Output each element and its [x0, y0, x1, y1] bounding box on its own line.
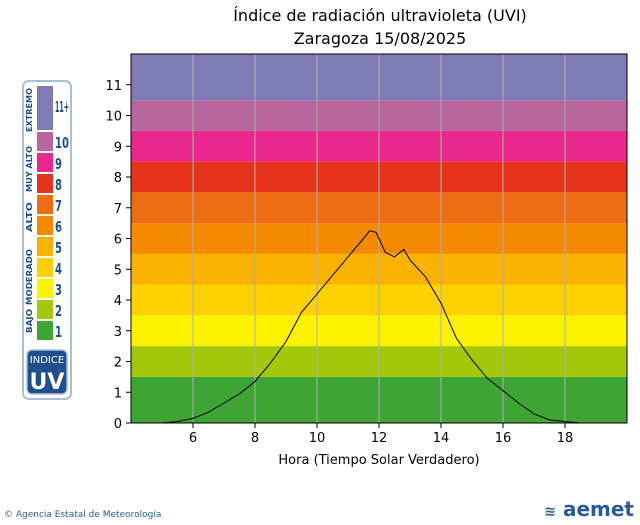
legend-categories: BAJO MODERADO ALTO MUY ALTO EXTREMO [25, 88, 34, 333]
y-tick-label-7: 7 [114, 202, 122, 217]
legend-level-7: 7 [55, 197, 62, 215]
legend-swatch-6 [37, 216, 53, 235]
chart-title: Índice de radiación ultravioleta (UVI) [233, 6, 527, 25]
aemet-logo-icon: ≋ [544, 504, 556, 520]
grid-lines [192, 54, 566, 423]
x-tick-label-6: 6 [189, 431, 197, 446]
x-axis: 6 8 10 12 14 16 18 [189, 423, 573, 446]
y-tick-label-11: 11 [105, 79, 122, 94]
y-tick-label-4: 4 [114, 294, 122, 309]
legend-level-10: 10 [55, 134, 69, 152]
legend-swatches: 1 2 3 4 5 6 7 8 9 10 11+ [37, 86, 69, 341]
legend-level-8: 8 [55, 176, 62, 194]
y-tick-label-0: 0 [114, 417, 122, 432]
y-tick-label-8: 8 [114, 171, 122, 186]
uv-badge-title: INDICE [30, 355, 64, 366]
legend-category-3: MUY ALTO [25, 146, 34, 192]
legend-swatch-9 [37, 153, 53, 172]
footer-agency: © Agencia Estatal de Meteorología [4, 510, 161, 520]
legend-swatch-11+ [37, 86, 53, 130]
legend-swatch-4 [37, 258, 53, 277]
legend-category-4: EXTREMO [25, 88, 34, 132]
y-tick-label-2: 2 [114, 356, 122, 371]
legend-level-9: 9 [55, 155, 62, 173]
legend-level-11+: 11+ [55, 98, 69, 116]
x-tick-label-12: 12 [371, 431, 388, 446]
legend-level-4: 4 [55, 260, 62, 278]
agency-name: Agencia Estatal de Meteorología [15, 510, 162, 520]
legend-level-2: 2 [55, 302, 62, 320]
x-tick-label-8: 8 [251, 431, 259, 446]
legend-category-0: BAJO [25, 309, 34, 333]
legend-swatch-5 [37, 237, 53, 256]
legend-swatch-10 [37, 132, 53, 151]
y-tick-label-9: 9 [114, 140, 122, 155]
legend-swatch-3 [37, 279, 53, 298]
legend-swatch-7 [37, 195, 53, 214]
x-tick-label-18: 18 [557, 431, 574, 446]
legend-category-2: ALTO [25, 202, 34, 232]
y-tick-label-6: 6 [114, 233, 122, 248]
legend-swatch-1 [37, 321, 53, 340]
uv-scale-legend: 1 2 3 4 5 6 7 8 9 10 11+ BAJO MODERADO ALTO MUY ALTO E… [22, 80, 72, 400]
x-tick-label-14: 14 [433, 431, 450, 446]
legend-category-1: MODERADO [25, 249, 34, 305]
legend-swatch-2 [37, 300, 53, 319]
y-tick-label-1: 1 [114, 386, 122, 401]
x-tick-label-10: 10 [309, 431, 326, 446]
uv-badge [26, 349, 68, 395]
legend-level-5: 5 [55, 239, 62, 257]
y-tick-label-3: 3 [114, 325, 122, 340]
uv-badge-text: UV [30, 370, 65, 395]
y-tick-label-10: 10 [105, 110, 122, 125]
y-tick-label-5: 5 [114, 263, 122, 278]
y-axis: 0 1 2 3 4 5 6 7 8 9 10 11 [105, 79, 131, 432]
series-lines [131, 230, 627, 424]
legend-swatch-8 [37, 174, 53, 193]
x-tick-label-16: 16 [495, 431, 512, 446]
chart-subtitle: Zaragoza 15/08/2025 [293, 29, 467, 48]
copyright-icon: © [4, 510, 13, 520]
legend-level-1: 1 [55, 323, 62, 341]
uvi-series-line-0 [131, 230, 627, 424]
legend-level-3: 3 [55, 281, 62, 299]
aemet-logo-text: aemet [562, 497, 634, 521]
aemet-logo: ≋ aemet [544, 497, 634, 521]
x-axis-label: Hora (Tiempo Solar Verdadero) [278, 453, 479, 468]
legend-level-6: 6 [55, 218, 62, 236]
